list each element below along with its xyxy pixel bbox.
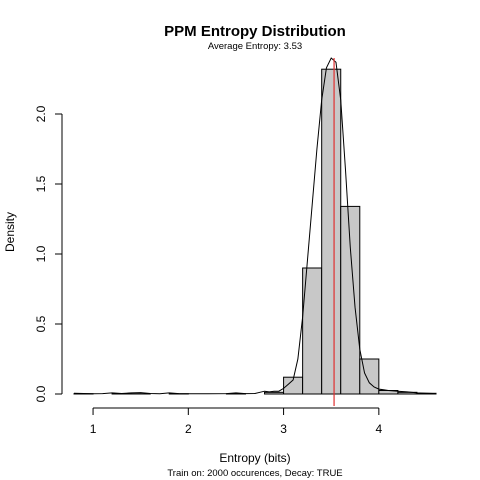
x-tick-label: 3 — [280, 422, 287, 436]
chart-footnote: Train on: 2000 occurences, Decay: TRUE — [167, 468, 342, 479]
chart-title: PPM Entropy Distribution — [164, 23, 346, 40]
x-tick-label: 1 — [90, 422, 97, 436]
histogram-bar — [264, 391, 285, 395]
histogram-bar — [321, 68, 342, 395]
y-tick-label: 2.0 — [34, 105, 48, 122]
chart-subtitle: Average Entropy: 3.53 — [208, 41, 302, 52]
y-tick-label: 1.5 — [34, 175, 48, 192]
density-layer — [73, 57, 437, 395]
y-axis: 0.0 0.5 1.0 1.5 2.0 — [34, 105, 63, 402]
density-curve — [73, 57, 437, 395]
histogram-bar — [340, 205, 361, 395]
y-tick-label: 0.5 — [34, 315, 48, 332]
bars-layer — [73, 68, 437, 395]
y-tick-label: 1.0 — [34, 245, 48, 262]
x-tick-label: 2 — [185, 422, 192, 436]
x-axis-label: Entropy (bits) — [219, 451, 290, 465]
y-tick-label: 0.0 — [34, 385, 48, 402]
histogram-bar — [359, 358, 380, 395]
y-axis-label: Density — [3, 212, 17, 252]
x-tick-label: 4 — [375, 422, 382, 436]
x-axis: 1 2 3 4 — [90, 407, 382, 436]
